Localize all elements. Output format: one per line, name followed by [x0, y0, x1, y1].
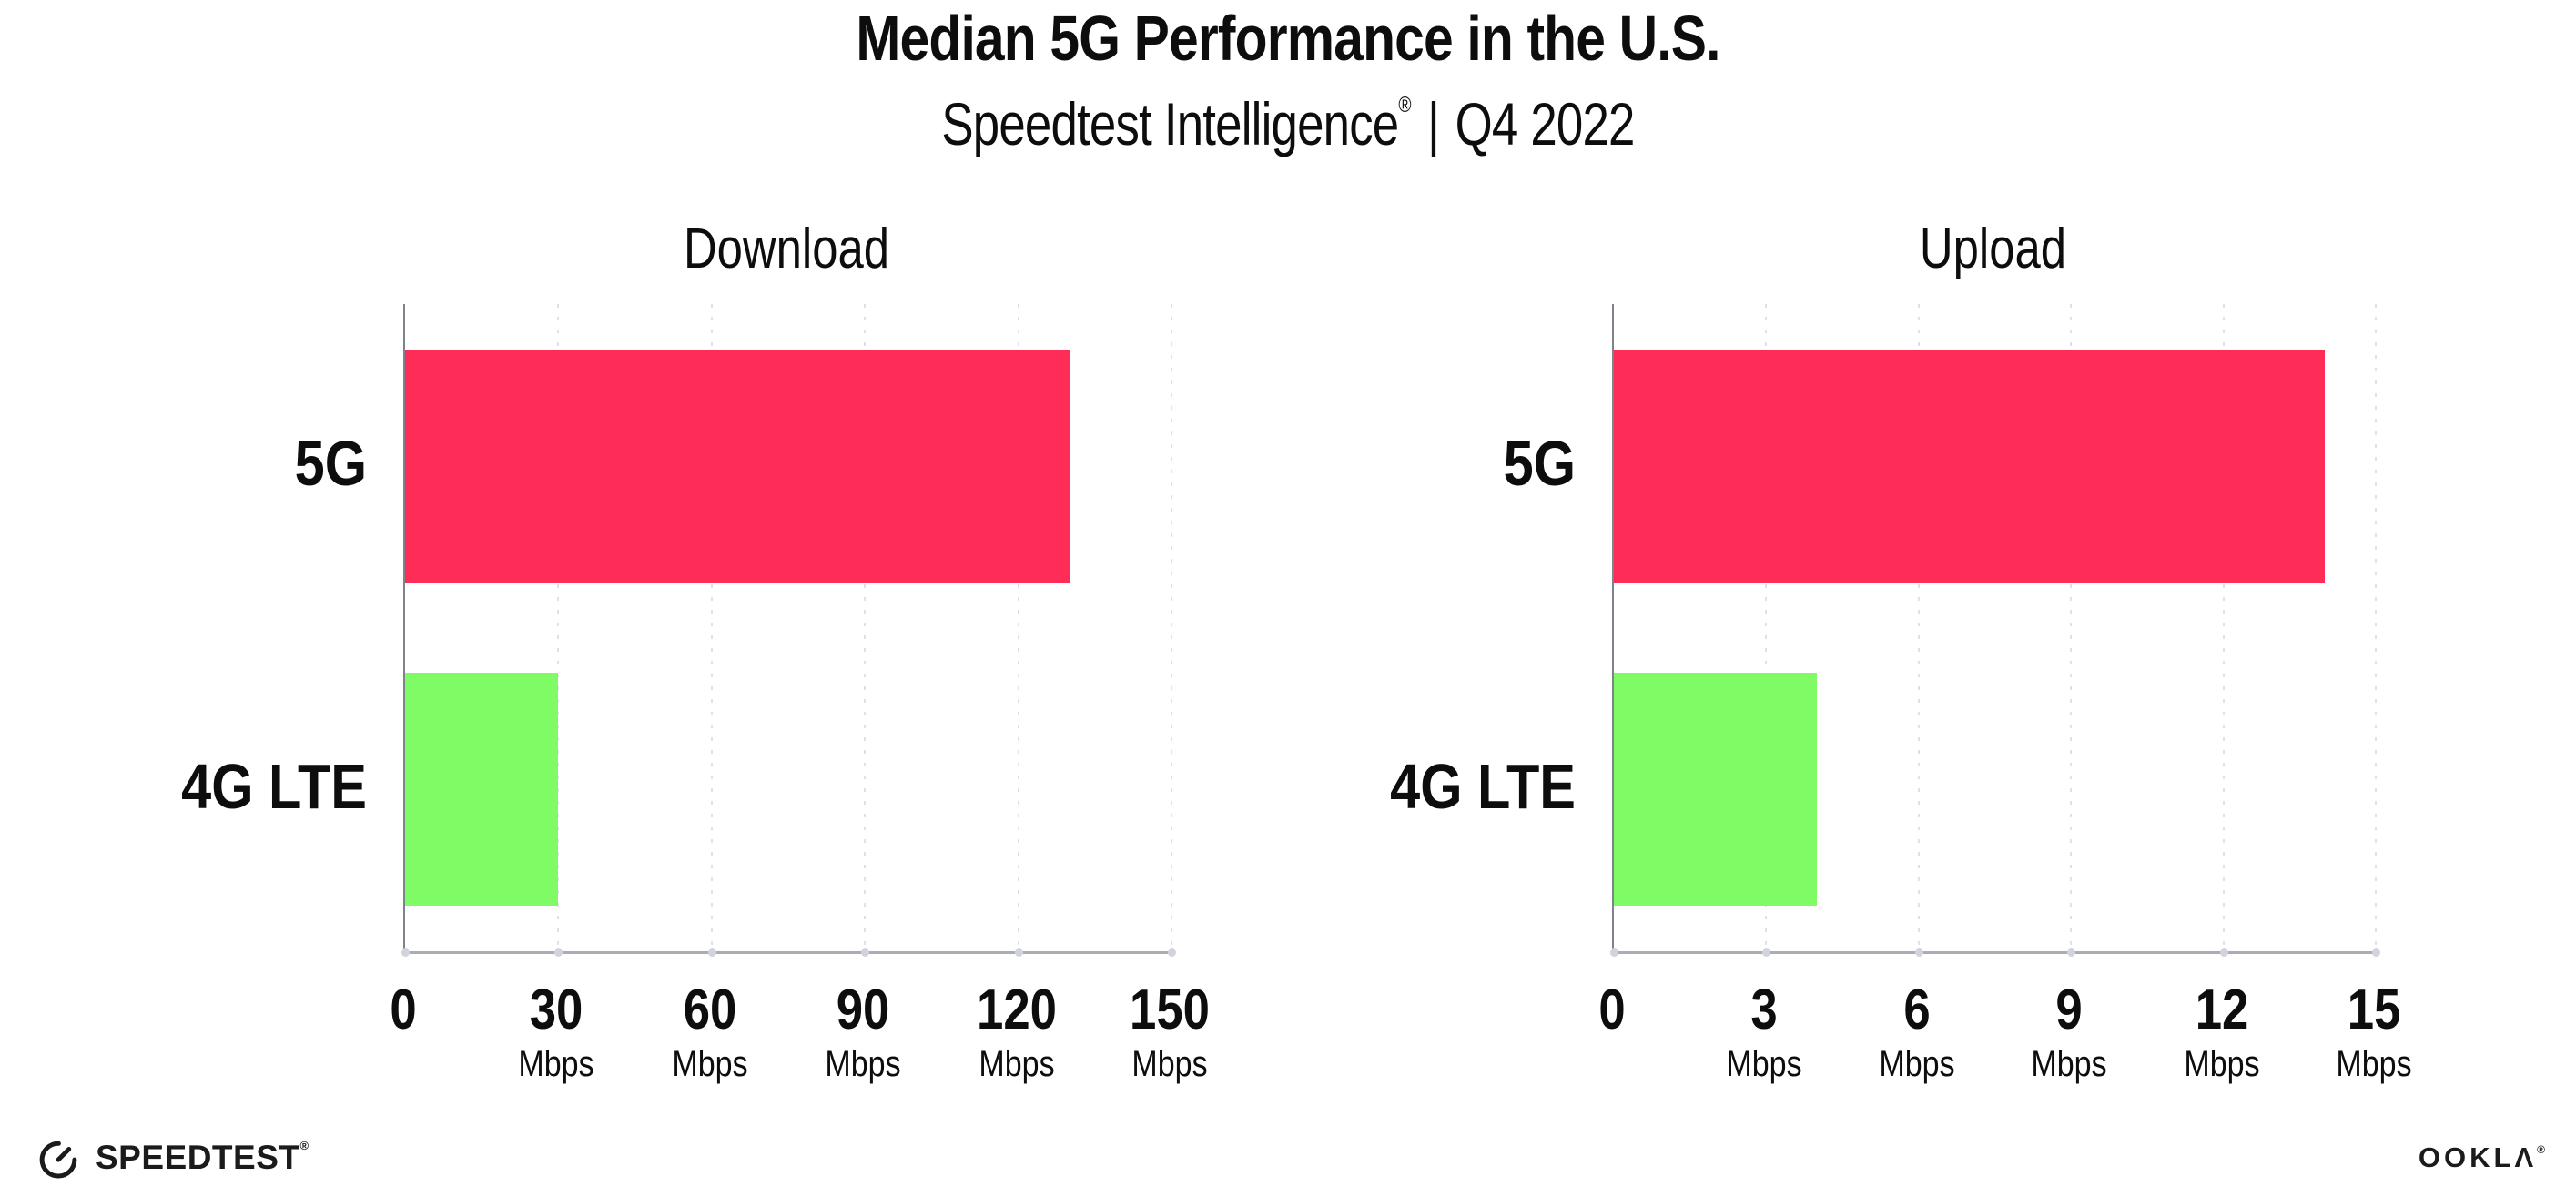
gridline: [864, 304, 867, 951]
gridline: [557, 304, 560, 951]
x-tick-unit: Mbps: [979, 1044, 1055, 1084]
gridline: [1765, 304, 1768, 951]
x-tick-unit: Mbps: [1726, 1044, 1802, 1084]
bar-5g: [1614, 349, 2326, 583]
ookla-wordmark-text: OOKLΛ: [2418, 1141, 2538, 1173]
x-axis-tick-dot: [1168, 948, 1176, 957]
x-tick-unit: Mbps: [518, 1044, 594, 1084]
chart-title-upload: Upload: [1919, 218, 2067, 280]
bar-4g-lte: [405, 673, 559, 907]
x-tick-unit: Mbps: [1131, 1044, 1208, 1084]
x-tick-value: 150: [1130, 979, 1210, 1041]
x-tick-value: 0: [390, 979, 417, 1041]
x-tick-value: 6: [1903, 979, 1931, 1041]
x-axis-tick-dot: [2219, 948, 2228, 957]
x-tick-value: 9: [2055, 979, 2083, 1041]
ookla-logo: OOKLΛ®: [2419, 1141, 2545, 1174]
x-tick-value: 60: [683, 979, 737, 1041]
gridline: [1017, 304, 1019, 951]
x-axis-tick-dot: [861, 948, 870, 957]
bar-4g-lte: [1614, 673, 1818, 907]
x-axis-tick-dot: [2067, 948, 2076, 957]
gridline: [1917, 304, 1920, 951]
x-tick-label: 3 Mbps: [1664, 978, 1864, 1085]
x-axis-tick-dot: [2372, 948, 2380, 957]
subtitle-separator: |: [1427, 90, 1440, 157]
category-label-4g-lte: 4G LTE: [1390, 751, 1576, 823]
x-axis-tick-dot: [1914, 948, 1923, 957]
x-tick-label: 0: [303, 978, 503, 1042]
x-axis-tick-dot: [707, 948, 716, 957]
category-label-5g: 5G: [294, 427, 367, 499]
category-label-4g-lte: 4G LTE: [181, 751, 367, 823]
x-tick-value: 90: [836, 979, 890, 1041]
speedtest-trademark-icon: ®: [299, 1139, 309, 1152]
x-tick-unit: Mbps: [825, 1044, 901, 1084]
speedtest-logo: SPEEDTEST®: [35, 1134, 309, 1182]
x-tick-label: 0: [1512, 978, 1712, 1042]
gridline: [1171, 304, 1172, 951]
x-tick-label: 6 Mbps: [1817, 978, 2017, 1085]
page-title: Median 5G Performance in the U.S.: [856, 3, 1720, 74]
x-axis-tick-dot: [554, 948, 563, 957]
x-axis-tick-dot: [401, 948, 410, 957]
x-tick-unit: Mbps: [2336, 1044, 2412, 1084]
x-tick-value: 3: [1750, 979, 1779, 1041]
category-label-5g: 5G: [1503, 427, 1576, 499]
x-axis-tick-dot: [1610, 948, 1618, 957]
x-tick-value: 15: [2347, 979, 2401, 1041]
subtitle-period: Q4 2022: [1455, 90, 1636, 157]
ookla-trademark-icon: ®: [2537, 1143, 2545, 1156]
x-tick-label: 90 Mbps: [763, 978, 963, 1085]
x-tick-label: 12 Mbps: [2122, 978, 2322, 1085]
x-tick-label: 15 Mbps: [2274, 978, 2474, 1085]
x-tick-label: 60 Mbps: [610, 978, 810, 1085]
x-tick-label: 30 Mbps: [456, 978, 656, 1085]
gridline: [710, 304, 713, 951]
x-axis-tick-dot: [1762, 948, 1771, 957]
x-tick-label: 150 Mbps: [1070, 978, 1270, 1085]
plot-area-upload: [1610, 304, 2380, 957]
subtitle-brand: Speedtest Intelligence: [941, 90, 1399, 157]
x-tick-label: 120 Mbps: [917, 978, 1117, 1085]
plot-area-download: [401, 304, 1176, 957]
x-tick-unit: Mbps: [1879, 1044, 1955, 1084]
x-tick-unit: Mbps: [2031, 1044, 2107, 1084]
bar-5g: [405, 349, 1070, 583]
speedtest-gauge-icon: [39, 1141, 77, 1179]
x-tick-value: 30: [530, 979, 583, 1041]
x-tick-value: 120: [976, 979, 1057, 1041]
x-tick-value: 12: [2195, 979, 2248, 1041]
x-tick-unit: Mbps: [672, 1044, 748, 1084]
speedtest-wordmark: SPEEDTEST®: [96, 1139, 309, 1177]
gridline: [2070, 304, 2073, 951]
speedtest-wordmark-text: SPEEDTEST: [96, 1139, 300, 1176]
page-subtitle: Speedtest Intelligence® | Q4 2022: [258, 89, 2318, 158]
x-axis-tick-dot: [1014, 948, 1023, 957]
x-tick-value: 0: [1598, 979, 1626, 1041]
x-tick-unit: Mbps: [2184, 1044, 2260, 1084]
x-tick-label: 9 Mbps: [1969, 978, 2169, 1085]
gridline: [2222, 304, 2225, 951]
gridline: [2375, 304, 2377, 951]
registered-trademark-icon: ®: [1398, 93, 1412, 117]
chart-title-download: Download: [683, 218, 890, 280]
